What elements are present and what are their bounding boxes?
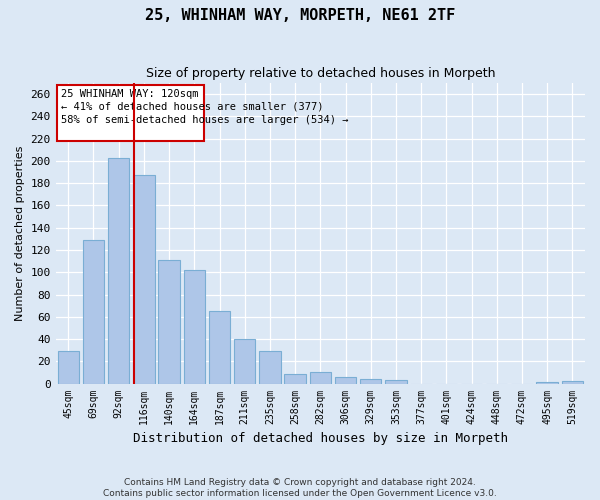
Bar (335, 377, 356, 384)
Bar (108, 158, 130, 384)
Text: 25, WHINHAM WAY, MORPETH, NE61 2TF: 25, WHINHAM WAY, MORPETH, NE61 2TF (145, 8, 455, 22)
Text: 25 WHINHAM WAY: 120sqm
← 41% of detached houses are smaller (377)
58% of semi-de: 25 WHINHAM WAY: 120sqm ← 41% of detached… (61, 88, 348, 125)
Title: Size of property relative to detached houses in Morpeth: Size of property relative to detached ho… (146, 68, 495, 80)
X-axis label: Distribution of detached houses by size in Morpeth: Distribution of detached houses by size … (133, 432, 508, 445)
Bar (536, 382, 558, 384)
Bar (209, 311, 230, 384)
Bar (385, 380, 407, 384)
Bar (360, 379, 382, 384)
Bar (562, 382, 583, 384)
FancyBboxPatch shape (57, 86, 205, 141)
Bar (184, 270, 205, 384)
Bar (259, 352, 281, 384)
Bar (133, 176, 155, 384)
Y-axis label: Number of detached properties: Number of detached properties (15, 146, 25, 321)
Bar (234, 339, 256, 384)
Bar (284, 374, 306, 384)
Bar (83, 240, 104, 384)
Bar (158, 260, 180, 384)
Bar (58, 352, 79, 384)
Text: Contains HM Land Registry data © Crown copyright and database right 2024.
Contai: Contains HM Land Registry data © Crown c… (103, 478, 497, 498)
Bar (310, 372, 331, 384)
